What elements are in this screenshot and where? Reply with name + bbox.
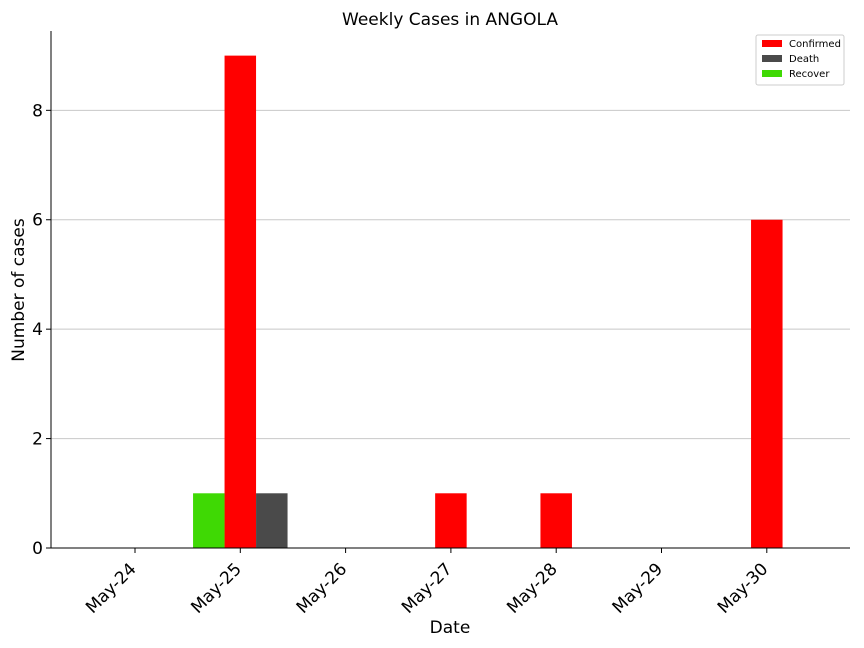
y-axis-label: Number of cases	[9, 218, 29, 362]
x-tick-label: May-27	[398, 559, 456, 617]
x-tick-label: May-30	[714, 559, 772, 617]
y-tick-label: 4	[32, 320, 43, 340]
x-tick-label: May-28	[503, 559, 561, 617]
chart-title: Weekly Cases in ANGOLA	[342, 10, 558, 30]
bar-confirmed-may-25	[224, 55, 257, 548]
y-tick-label: 2	[32, 430, 43, 450]
bar-confirmed-may-30	[751, 219, 783, 548]
x-tick-label: May-25	[187, 559, 245, 617]
bar-confirmed-may-28	[540, 493, 572, 548]
bar-confirmed-may-27	[435, 493, 467, 548]
legend-swatch-recover	[762, 70, 782, 77]
grid-lines	[51, 109, 850, 440]
legend: Confirmed Death Recover	[755, 34, 845, 86]
y-tick-label: 0	[32, 539, 43, 559]
bar-recover-may-25	[193, 493, 225, 548]
x-tick-label: May-26	[293, 559, 351, 617]
axes	[50, 31, 850, 549]
bar-death-may-25	[256, 493, 288, 548]
legend-swatch-death	[762, 55, 782, 62]
bars	[193, 55, 783, 548]
legend-swatch-confirmed	[762, 40, 782, 47]
x-tick-label: May-24	[82, 559, 140, 617]
legend-label-recover: Recover	[789, 69, 830, 80]
x-ticks: May-24 May-25 May-26 May-27 May-28 May-29 May-…	[82, 548, 772, 618]
x-tick-label: May-29	[609, 559, 667, 617]
y-tick-label: 8	[32, 101, 43, 121]
y-tick-label: 6	[32, 211, 43, 231]
x-axis-label: Date	[430, 618, 471, 638]
legend-label-death: Death	[789, 54, 819, 65]
y-ticks: 0 2 4 6 8	[32, 101, 51, 559]
legend-label-confirmed: Confirmed	[789, 39, 841, 50]
